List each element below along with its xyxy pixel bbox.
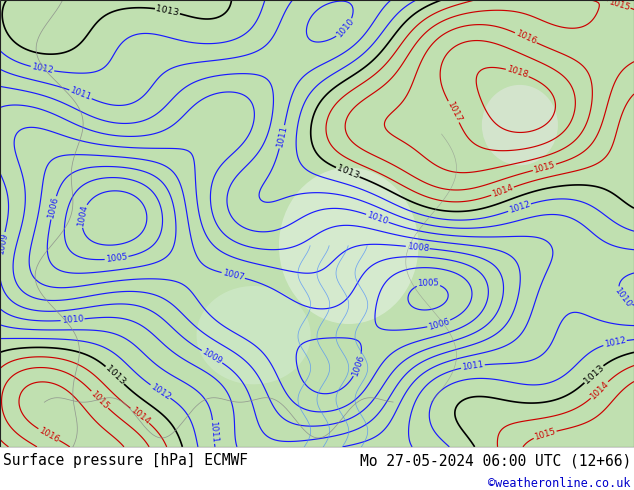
Text: 1007: 1007 bbox=[221, 269, 245, 282]
Text: 1008: 1008 bbox=[406, 242, 429, 253]
Text: 1005: 1005 bbox=[105, 252, 128, 264]
Text: Mo 27-05-2024 06:00 UTC (12+66): Mo 27-05-2024 06:00 UTC (12+66) bbox=[359, 453, 631, 468]
Text: 1013: 1013 bbox=[103, 364, 127, 387]
Text: 1010: 1010 bbox=[612, 286, 633, 309]
Text: 1015: 1015 bbox=[533, 427, 557, 441]
Text: 1012: 1012 bbox=[31, 62, 54, 75]
Text: 1011: 1011 bbox=[68, 86, 93, 102]
Text: 1014: 1014 bbox=[588, 379, 611, 401]
Text: 1006: 1006 bbox=[46, 196, 60, 220]
Text: 1011: 1011 bbox=[275, 125, 289, 148]
Text: 1016: 1016 bbox=[37, 425, 61, 444]
Text: 1018: 1018 bbox=[505, 65, 529, 80]
Text: 1012: 1012 bbox=[149, 382, 172, 401]
Text: 1006: 1006 bbox=[427, 317, 451, 332]
Text: 1009: 1009 bbox=[0, 232, 9, 255]
Text: 1014: 1014 bbox=[129, 405, 152, 426]
Ellipse shape bbox=[279, 168, 418, 324]
Text: 1017: 1017 bbox=[445, 100, 463, 123]
Text: 1012: 1012 bbox=[603, 336, 626, 349]
Text: 1015: 1015 bbox=[89, 389, 110, 411]
Text: 1011: 1011 bbox=[208, 420, 219, 443]
Text: 1012: 1012 bbox=[508, 200, 531, 215]
Text: 1009: 1009 bbox=[200, 347, 224, 366]
Text: 1010: 1010 bbox=[61, 315, 84, 325]
Text: 1015: 1015 bbox=[533, 160, 556, 174]
Text: 1015: 1015 bbox=[607, 0, 631, 12]
Text: 1004: 1004 bbox=[76, 204, 89, 227]
Text: 1013: 1013 bbox=[335, 164, 360, 181]
Text: 1016: 1016 bbox=[514, 29, 538, 47]
Text: 1006: 1006 bbox=[351, 353, 366, 377]
Ellipse shape bbox=[197, 286, 311, 384]
Text: Surface pressure [hPa] ECMWF: Surface pressure [hPa] ECMWF bbox=[3, 453, 248, 468]
Text: 1005: 1005 bbox=[417, 279, 439, 289]
Text: 1013: 1013 bbox=[155, 4, 180, 18]
Text: 1010: 1010 bbox=[335, 17, 356, 40]
Text: 1013: 1013 bbox=[582, 363, 605, 385]
Text: 1011: 1011 bbox=[462, 360, 484, 372]
Text: 1010: 1010 bbox=[366, 210, 389, 226]
Text: 1014: 1014 bbox=[491, 183, 514, 199]
Text: ©weatheronline.co.uk: ©weatheronline.co.uk bbox=[488, 477, 631, 490]
Ellipse shape bbox=[482, 85, 558, 165]
